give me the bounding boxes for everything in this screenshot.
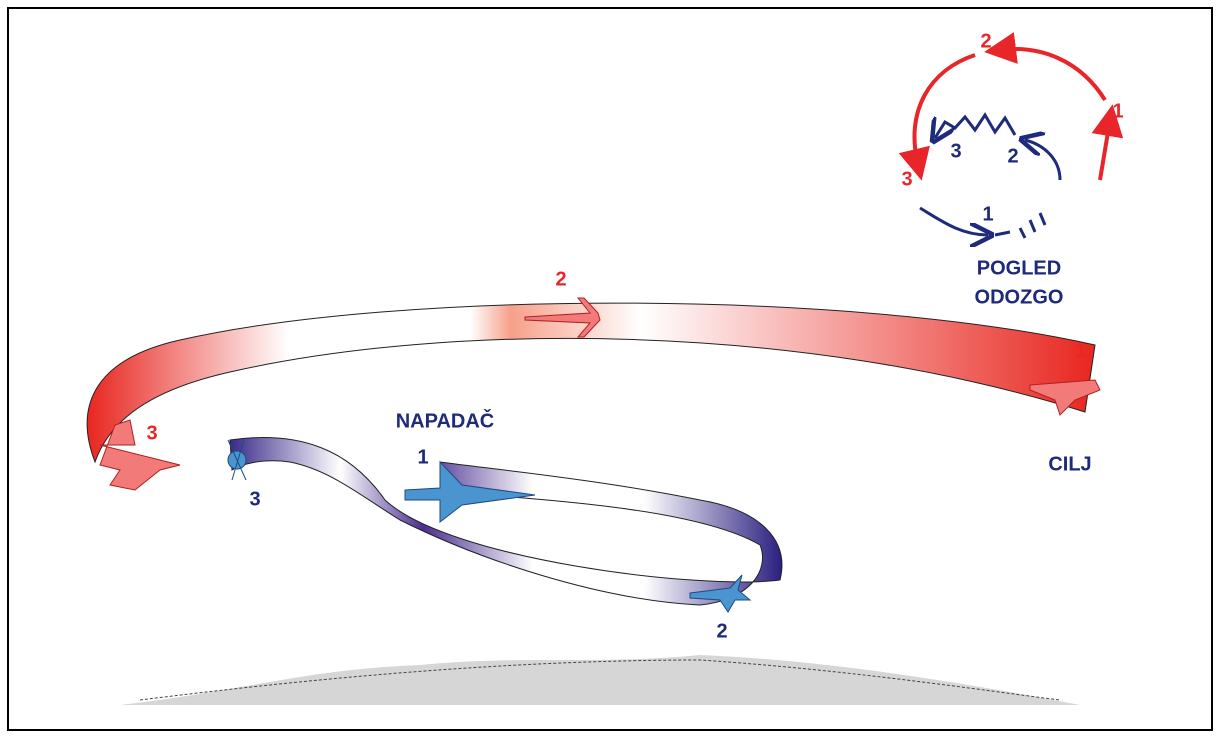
inset-attacker-zigzag [935,115,1015,138]
attacker-position-label: 2 [716,620,727,642]
target-label: CILJ [1048,453,1091,475]
inset-target-arrow [1000,49,1105,100]
diagram: 1 2 3 1 2 3 POGLED ODOZGO 1 2 3 1 2 3 NA… [0,0,1220,737]
inset-attacker-label: 2 [1007,145,1018,167]
inset-attacker-arrow [920,208,988,235]
inset-target-label: 1 [1112,100,1123,122]
target-position-label: 2 [555,268,566,290]
target-position-label: 3 [146,422,157,444]
terrain [120,655,1080,705]
inset-target-arrow [915,55,975,165]
attacker-position-label: 3 [249,488,260,510]
inset-target-label: 3 [901,168,912,190]
target-position-label: 1 [1075,340,1086,362]
inset-attacker-label: 3 [950,140,961,162]
page: 1 2 3 1 2 3 POGLED ODOZGO 1 2 3 1 2 3 NA… [0,0,1220,737]
inset-target-arrow [1100,120,1110,180]
inset-attacker-arrow [995,140,1060,238]
attacker-position-label: 1 [417,446,428,468]
attacker-path [230,438,782,606]
inset-target-label: 2 [980,30,991,52]
inset-attacker-label: 1 [982,203,993,225]
inset-title: ODOZGO [975,286,1064,308]
inset-title: POGLED [977,257,1061,279]
attacker-label: NAPADAČ [396,408,495,432]
